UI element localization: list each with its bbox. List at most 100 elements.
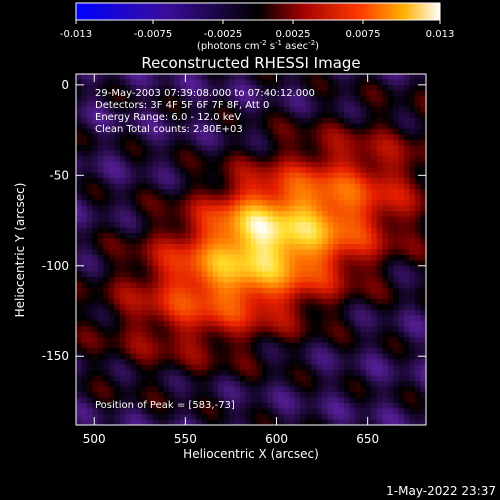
heatmap-cell xyxy=(114,211,121,217)
heatmap-cell xyxy=(343,304,350,311)
heatmap-cell xyxy=(92,233,99,239)
heatmap-cell xyxy=(174,205,181,212)
heatmap-cell xyxy=(338,375,345,382)
heatmap-cell xyxy=(398,249,405,256)
heatmap-cell xyxy=(185,375,192,382)
heatmap-cell xyxy=(256,408,263,415)
heatmap-cell xyxy=(333,326,339,333)
heatmap-cell xyxy=(409,320,416,327)
heatmap-cell xyxy=(300,79,307,86)
heatmap-cell xyxy=(382,309,389,316)
heatmap-cell xyxy=(168,315,175,322)
heatmap-cell xyxy=(283,128,290,135)
heatmap-cell xyxy=(240,178,246,185)
heatmap-cell xyxy=(136,238,143,245)
heatmap-cell xyxy=(201,95,208,102)
heatmap-cell xyxy=(218,167,225,174)
heatmap-cell xyxy=(97,183,104,190)
heatmap-cell xyxy=(393,315,400,322)
heatmap-cell xyxy=(256,238,263,245)
heatmap-cell xyxy=(311,194,318,201)
heatmap-cell xyxy=(245,287,252,294)
heatmap-cell xyxy=(371,95,378,102)
heatmap-cell xyxy=(223,315,230,322)
heatmap-cell xyxy=(415,139,421,146)
heatmap-cell xyxy=(311,337,318,344)
heatmap-cell xyxy=(147,167,153,174)
heatmap-cell xyxy=(398,233,405,239)
heatmap-cell xyxy=(245,117,252,124)
heatmap-cell xyxy=(141,254,148,261)
heatmap-cell xyxy=(278,183,285,190)
heatmap-cell xyxy=(141,106,148,113)
heatmap-cell xyxy=(354,293,361,300)
heatmap-cell xyxy=(289,216,296,223)
heatmap-cell xyxy=(201,359,208,366)
heatmap-cell xyxy=(190,156,197,163)
heatmap-cell xyxy=(108,211,115,217)
heatmap-cell xyxy=(97,238,104,245)
heatmap-cell xyxy=(272,254,279,261)
heatmap-cell xyxy=(130,211,137,217)
heatmap-cell xyxy=(322,271,328,278)
heatmap-cell xyxy=(409,419,416,426)
heatmap-cell xyxy=(240,276,246,283)
heatmap-cell xyxy=(294,348,301,355)
heatmap-cell xyxy=(245,375,252,382)
heatmap-cell xyxy=(327,233,334,239)
heatmap-cell xyxy=(349,244,356,250)
heatmap-cell xyxy=(327,74,334,80)
heatmap-cell xyxy=(322,359,328,366)
heatmap-cell xyxy=(240,139,246,146)
heatmap-cell xyxy=(130,254,137,261)
heatmap-cell xyxy=(168,128,175,135)
heatmap-cell xyxy=(240,403,246,409)
heatmap-cell xyxy=(382,161,389,168)
heatmap-cell xyxy=(136,315,143,322)
heatmap-cell xyxy=(152,161,159,168)
heatmap-cell xyxy=(168,167,175,174)
heatmap-cell xyxy=(333,249,339,256)
heatmap-cell xyxy=(218,331,225,338)
heatmap-cell xyxy=(360,161,367,168)
heatmap-cell xyxy=(212,348,219,355)
heatmap-cell xyxy=(234,216,241,223)
heatmap-cell xyxy=(305,276,312,283)
heatmap-cell xyxy=(158,342,164,349)
heatmap-cell xyxy=(289,244,296,250)
heatmap-cell xyxy=(223,200,230,207)
heatmap-cell xyxy=(278,84,285,91)
heatmap-cell xyxy=(261,392,268,398)
heatmap-cell xyxy=(223,331,230,338)
heatmap-cell xyxy=(267,397,274,404)
heatmap-cell xyxy=(261,254,268,261)
heatmap-cell xyxy=(251,293,257,300)
heatmap-cell xyxy=(168,342,175,349)
heatmap-cell xyxy=(322,139,328,146)
heatmap-cell xyxy=(174,315,181,322)
heatmap-cell xyxy=(240,117,246,124)
annotation-line: Clean Total counts: 2.80E+03 xyxy=(95,124,243,135)
heatmap-cell xyxy=(141,117,148,124)
heatmap-cell xyxy=(234,403,241,409)
heatmap-cell xyxy=(327,320,334,327)
heatmap-cell xyxy=(338,106,345,113)
heatmap-cell xyxy=(256,403,263,409)
heatmap-cell xyxy=(365,117,372,124)
heatmap-cell xyxy=(86,364,93,371)
heatmap-cell xyxy=(289,112,296,119)
heatmap-cell xyxy=(409,200,416,207)
heatmap-cell xyxy=(185,298,192,305)
heatmap-cell xyxy=(174,370,181,377)
heatmap-cell xyxy=(130,375,137,382)
heatmap-cell xyxy=(289,403,296,409)
heatmap-cell xyxy=(294,315,301,322)
heatmap-cell xyxy=(365,403,372,409)
heatmap-cell xyxy=(223,293,230,300)
heatmap-cell xyxy=(223,249,230,256)
heatmap-cell xyxy=(207,254,214,261)
heatmap-cell xyxy=(283,183,290,190)
heatmap-cell xyxy=(349,282,356,289)
heatmap-cell xyxy=(256,222,263,228)
